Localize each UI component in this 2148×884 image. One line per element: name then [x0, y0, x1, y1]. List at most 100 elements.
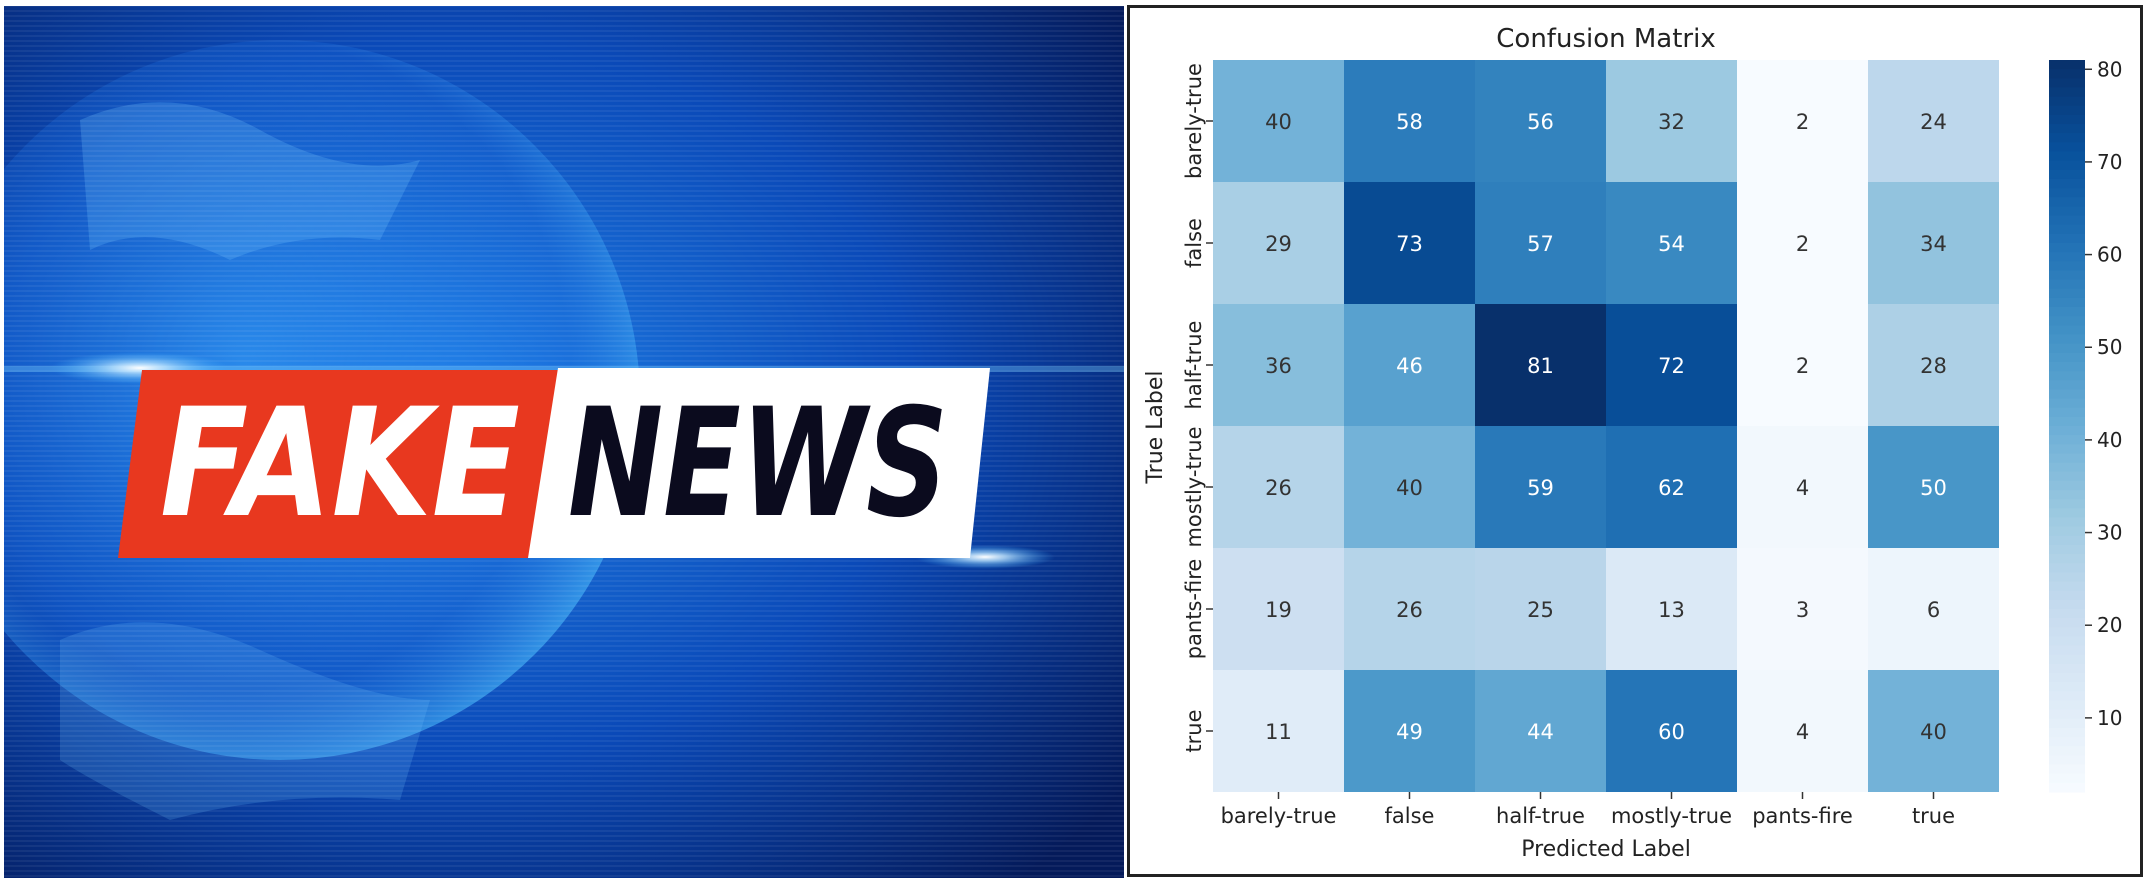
colorbar-segment — [2049, 114, 2085, 125]
colorbar-segment — [2049, 645, 2085, 656]
colorbar-segment — [2049, 755, 2085, 766]
cell-value-label: 32 — [1658, 110, 1685, 134]
colorbar-tick-label: 10 — [2097, 706, 2122, 730]
cell-value-label: 73 — [1396, 232, 1423, 256]
heatmap-cell — [1737, 304, 1868, 426]
heatmap-cell — [1606, 670, 1737, 792]
heatmap-cell — [1868, 548, 1999, 670]
fake-word: FAKE — [160, 377, 520, 551]
colorbar-segment — [2049, 682, 2085, 692]
colorbar-segment — [2049, 105, 2085, 116]
colorbar-segment — [2049, 343, 2085, 354]
colorbar-segment — [2049, 599, 2085, 610]
heatmap-cell — [1606, 426, 1737, 548]
y-tick-label: mostly-true — [1182, 426, 1206, 547]
heatmap-cell — [1737, 182, 1868, 304]
colorbar-segment — [2049, 352, 2085, 363]
heatmap-cell — [1606, 182, 1737, 304]
cell-value-label: 29 — [1265, 232, 1292, 256]
colorbar-segment — [2049, 663, 2085, 674]
colorbar-segment — [2049, 526, 2085, 537]
heatmap-cell — [1868, 60, 1999, 182]
colorbar-segment — [2049, 416, 2085, 427]
y-tick-label: half-true — [1182, 321, 1206, 410]
heatmap-cell — [1475, 670, 1606, 792]
colorbar-tick-label: 40 — [2097, 428, 2122, 452]
colorbar-segment — [2049, 773, 2085, 784]
heatmap-cell — [1213, 304, 1344, 426]
red-band — [118, 370, 560, 558]
colorbar-segment — [2049, 535, 2085, 546]
heatmap-cell — [1213, 60, 1344, 182]
heatmap-cells — [1213, 60, 1999, 792]
colorbar-segment — [2049, 700, 2085, 711]
colorbar-segment — [2049, 673, 2085, 683]
cell-value-label: 28 — [1920, 354, 1947, 378]
heatmap-cell — [1344, 304, 1475, 426]
heatmap-cell — [1606, 304, 1737, 426]
cell-value-label: 19 — [1265, 598, 1292, 622]
x-tick-label: false — [1385, 804, 1435, 828]
colorbar-segment — [2049, 737, 2085, 747]
heatmap-cell — [1868, 182, 1999, 304]
colorbar-segment — [2049, 325, 2085, 336]
cell-value-label: 40 — [1396, 476, 1423, 500]
cell-value-label: 34 — [1920, 232, 1947, 256]
colorbar-segment — [2049, 261, 2085, 272]
heatmap-cell — [1213, 182, 1344, 304]
colorbar-segment — [2049, 590, 2085, 601]
colorbar-segment — [2049, 197, 2085, 207]
x-tick-label: true — [1912, 804, 1955, 828]
colorbar-segment — [2049, 554, 2085, 564]
colorbar-segment — [2049, 654, 2085, 665]
colorbar-segment — [2049, 764, 2085, 775]
heatmap-cell — [1868, 670, 1999, 792]
colorbar-segment — [2049, 581, 2085, 592]
colorbar-segment — [2049, 627, 2085, 638]
heatmap-cell — [1344, 670, 1475, 792]
x-tick-label: half-true — [1496, 804, 1585, 828]
y-tick-label: false — [1182, 218, 1206, 268]
cell-value-label: 4 — [1796, 476, 1809, 500]
colorbar-segment — [2049, 151, 2085, 162]
news-word: NEWS — [568, 377, 948, 551]
x-tick-label: mostly-true — [1611, 804, 1732, 828]
colorbar-segment — [2049, 133, 2085, 143]
heatmap-cell — [1344, 182, 1475, 304]
colorbar-segment — [2049, 462, 2085, 473]
heatmap-cell — [1475, 182, 1606, 304]
colorbar-segment — [2049, 361, 2085, 372]
colorbar: 10 20 30 40 50 60 70 80 — [2049, 57, 2122, 793]
heatmap-cell — [1475, 304, 1606, 426]
x-axis-label: Predicted Label — [1521, 837, 1691, 862]
colorbar-segment — [2049, 389, 2085, 400]
colorbar-segment — [2049, 398, 2085, 409]
colorbar-segment — [2049, 233, 2085, 244]
colorbar-segment — [2049, 169, 2085, 180]
heatmap-cell — [1475, 548, 1606, 670]
colorbar-segment — [2049, 691, 2085, 702]
heatmap-cell — [1344, 548, 1475, 670]
colorbar-segment — [2049, 188, 2085, 198]
cell-value-label: 24 — [1920, 110, 1947, 134]
colorbar-segment — [2049, 224, 2085, 235]
cell-value-label: 40 — [1265, 110, 1292, 134]
colorbar-segment — [2049, 206, 2085, 217]
x-axis-ticks: barely-true false half-true mostly-true pant… — [1221, 792, 1955, 828]
colorbar-segment — [2049, 435, 2085, 445]
colorbar-segment — [2049, 160, 2085, 171]
heatmap-cell — [1737, 426, 1868, 548]
colorbar-segment — [2049, 96, 2085, 107]
cell-value-label: 2 — [1796, 354, 1809, 378]
heatmap-cell — [1213, 426, 1344, 548]
colorbar-segment — [2049, 252, 2085, 262]
y-axis-ticks: barely-true false half-true mostly-true pant… — [1182, 63, 1213, 753]
colorbar-tick-label: 70 — [2097, 150, 2122, 174]
colorbar-segment — [2049, 453, 2085, 464]
cell-value-label: 2 — [1796, 232, 1809, 256]
heatmap-cell — [1213, 548, 1344, 670]
colorbar-segment — [2049, 499, 2085, 509]
cell-value-label: 72 — [1658, 354, 1685, 378]
y-tick-label: barely-true — [1182, 63, 1206, 179]
